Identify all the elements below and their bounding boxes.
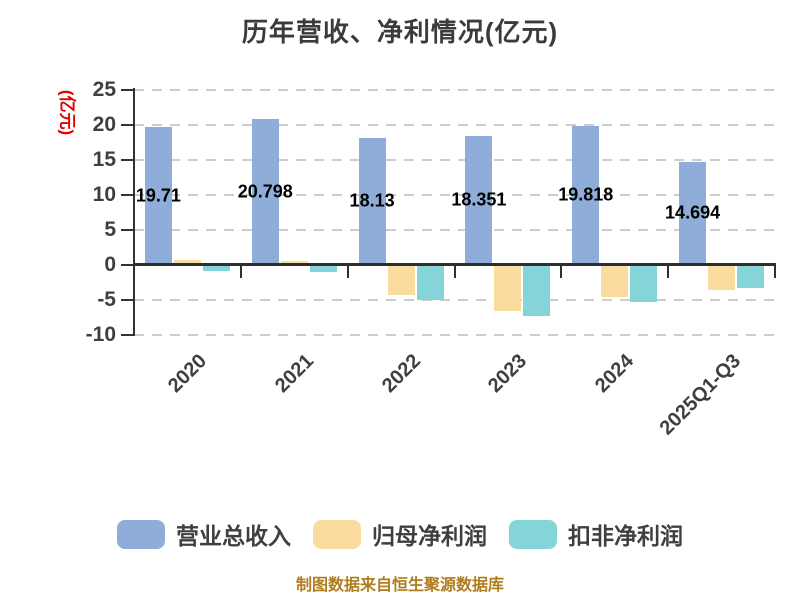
bar-营业总收入-2020 bbox=[144, 126, 172, 265]
bar-归母净利润-2020 bbox=[173, 259, 201, 265]
x-category-label-2024: 2024 bbox=[591, 350, 639, 398]
legend-swatch-icon bbox=[509, 519, 557, 549]
bar-扣非净利润-2024 bbox=[630, 264, 658, 303]
x-axis-tick bbox=[667, 264, 670, 278]
x-category-label-2025Q1-Q3: 2025Q1-Q3 bbox=[655, 350, 746, 440]
y-axis-tick bbox=[121, 263, 134, 266]
y-axis-tick-label: 25 bbox=[92, 77, 116, 101]
y-axis-tick-label: -5 bbox=[97, 287, 116, 311]
x-axis-tick bbox=[133, 264, 135, 278]
bar-归母净利润-2024 bbox=[601, 264, 629, 298]
gridline bbox=[134, 228, 775, 231]
legend-item-扣非净利润: 扣非净利润 bbox=[509, 517, 683, 551]
bar-value-label: 18.13 bbox=[349, 190, 395, 211]
bar-value-label: 19.71 bbox=[135, 185, 181, 205]
y-axis-tick bbox=[121, 123, 134, 126]
gridline bbox=[134, 193, 775, 196]
gridline bbox=[134, 298, 775, 301]
gridline bbox=[134, 88, 775, 91]
bar-扣非净利润-2023 bbox=[523, 264, 551, 316]
data-source-footer: 制图数据来自恒生聚源数据库 bbox=[295, 577, 504, 594]
y-axis-tick-label: 5 bbox=[104, 217, 116, 241]
bar-扣非净利润-2021 bbox=[309, 264, 337, 272]
y-axis-tick bbox=[121, 228, 134, 231]
bar-营业总收入-2022 bbox=[358, 137, 386, 265]
bar-value-label: 19.818 bbox=[558, 184, 614, 205]
bar-value-label: 20.798 bbox=[237, 181, 293, 202]
y-axis-tick bbox=[121, 333, 134, 336]
y-axis-tick bbox=[121, 193, 134, 196]
x-category-label-2023: 2023 bbox=[484, 350, 532, 398]
legend-label: 营业总收入 bbox=[176, 523, 291, 549]
legend-swatch-icon bbox=[313, 519, 361, 549]
gridline bbox=[134, 123, 775, 126]
bar-归母净利润-2021 bbox=[280, 261, 308, 265]
x-category-label-2020: 2020 bbox=[163, 350, 211, 398]
gridline bbox=[134, 333, 775, 336]
y-axis-tick-label: 15 bbox=[92, 147, 116, 171]
bar-扣非净利润-2022 bbox=[416, 264, 444, 301]
legend-label: 归母净利润 bbox=[372, 523, 487, 549]
chart-legend: 营业总收入 归母净利润 扣非净利润 bbox=[0, 517, 800, 551]
x-axis-tick bbox=[453, 264, 456, 278]
bar-营业总收入-2025Q1-Q3 bbox=[679, 161, 707, 265]
bar-营业总收入-2024 bbox=[572, 125, 600, 265]
bar-扣非净利润-2025Q1-Q3 bbox=[737, 264, 765, 289]
bar-归母净利润-2025Q1-Q3 bbox=[708, 264, 736, 290]
legend-swatch-icon bbox=[117, 519, 165, 549]
y-axis-tick-label: 0 bbox=[104, 252, 116, 276]
bar-value-label: 18.351 bbox=[451, 189, 507, 210]
y-axis-tick-label: 20 bbox=[92, 112, 116, 136]
x-category-label-2022: 2022 bbox=[377, 350, 425, 398]
x-axis-tick bbox=[239, 264, 242, 278]
legend-label: 扣非净利润 bbox=[568, 523, 683, 549]
x-axis-tick bbox=[346, 264, 349, 278]
y-axis-tick bbox=[121, 88, 134, 91]
legend-item-营业总收入: 营业总收入 bbox=[117, 517, 291, 551]
x-category-label-2021: 2021 bbox=[270, 350, 318, 398]
y-axis-tick-label: -10 bbox=[85, 322, 116, 346]
x-axis-tick bbox=[774, 264, 776, 278]
y-axis-tick-label: 10 bbox=[92, 182, 116, 206]
chart-title: 历年营收、净利情况(亿元) bbox=[241, 17, 559, 47]
y-axis-tick bbox=[121, 158, 134, 161]
bar-营业总收入-2021 bbox=[251, 118, 279, 265]
y-axis-line bbox=[133, 87, 135, 336]
y-axis-tick bbox=[121, 298, 134, 301]
bar-value-label: 14.694 bbox=[665, 202, 721, 223]
bar-营业总收入-2023 bbox=[465, 136, 493, 265]
x-axis-tick bbox=[560, 264, 563, 278]
bar-归母净利润-2023 bbox=[494, 264, 522, 311]
legend-item-归母净利润: 归母净利润 bbox=[313, 517, 487, 551]
bar-扣非净利润-2020 bbox=[202, 264, 230, 271]
gridline bbox=[134, 158, 775, 161]
bar-归母净利润-2022 bbox=[387, 264, 415, 296]
